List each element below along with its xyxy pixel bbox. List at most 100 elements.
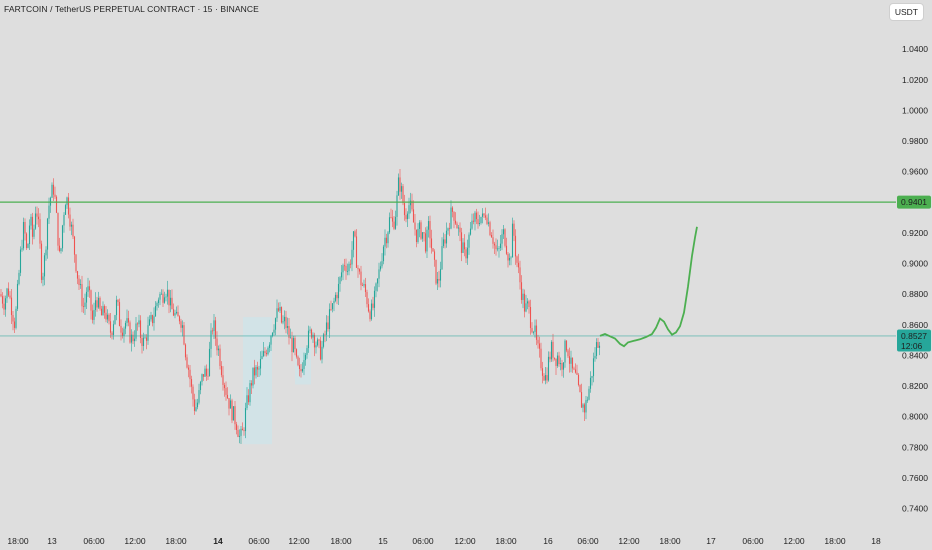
candle-body bbox=[517, 262, 520, 268]
candle-body bbox=[232, 406, 235, 421]
candle-body bbox=[529, 307, 532, 329]
candle-body bbox=[468, 234, 470, 248]
candle-body bbox=[285, 316, 287, 328]
candle-body bbox=[363, 284, 365, 286]
candle-body bbox=[243, 430, 245, 432]
candle-body bbox=[432, 248, 434, 252]
candle-body bbox=[514, 235, 517, 257]
candle-body bbox=[408, 205, 410, 214]
candle-body bbox=[591, 376, 593, 378]
candle-body bbox=[481, 213, 484, 217]
candle-body bbox=[87, 286, 89, 292]
candle-body bbox=[193, 399, 196, 411]
highlight-box bbox=[243, 317, 272, 445]
candle-body bbox=[306, 348, 308, 355]
time-tick-label: 18:00 bbox=[495, 536, 517, 546]
candle-body bbox=[262, 351, 265, 357]
candle-body bbox=[198, 390, 200, 403]
candle-body bbox=[391, 217, 394, 222]
candle-body bbox=[562, 362, 565, 370]
candle-body bbox=[214, 320, 217, 339]
candle-body bbox=[76, 271, 79, 279]
candle-body bbox=[9, 295, 11, 298]
candle-body bbox=[385, 237, 388, 244]
candle-body bbox=[358, 269, 361, 272]
currency-button[interactable]: USDT bbox=[888, 3, 924, 21]
chart-title: FARTCOIN / TetherUS PERPETUAL CONTRACT ·… bbox=[4, 4, 259, 14]
candle-body bbox=[51, 184, 53, 198]
candle-body bbox=[274, 318, 277, 330]
candle-body bbox=[1, 296, 4, 304]
candle-body bbox=[180, 321, 182, 328]
candle-body bbox=[400, 186, 403, 192]
candle-body bbox=[277, 308, 280, 311]
candle-body bbox=[364, 284, 367, 293]
candle-body bbox=[396, 195, 398, 217]
candle-body bbox=[442, 239, 445, 247]
candle-body bbox=[21, 248, 23, 250]
candle-body bbox=[114, 315, 116, 325]
candle-body bbox=[394, 216, 397, 229]
current-price-label: 0.8527 12:06 bbox=[897, 329, 931, 352]
candle-body bbox=[249, 383, 251, 403]
time-tick-label: 18:00 bbox=[165, 536, 187, 546]
candle-body bbox=[300, 368, 302, 372]
candle-body bbox=[67, 197, 70, 215]
price-tick-label: 0.7400 bbox=[902, 504, 928, 514]
candle-body bbox=[171, 297, 173, 310]
candle-body bbox=[454, 220, 457, 224]
candle-body bbox=[183, 325, 185, 345]
candle-body bbox=[522, 293, 524, 300]
time-tick-label: 18 bbox=[871, 536, 881, 546]
candle-body bbox=[124, 322, 127, 329]
candle-body bbox=[112, 324, 115, 335]
candle-body bbox=[336, 294, 338, 299]
candle-body bbox=[75, 254, 77, 272]
candle-body bbox=[259, 358, 262, 369]
candle-body bbox=[207, 375, 209, 377]
candle-body bbox=[367, 304, 370, 312]
candle-body bbox=[282, 321, 284, 323]
candle-body bbox=[228, 398, 230, 409]
candle-body bbox=[250, 383, 253, 386]
candle-body bbox=[78, 278, 80, 286]
price-axis[interactable]: 1.04001.02001.00000.98000.96000.94000.92… bbox=[902, 44, 928, 513]
candle-body bbox=[345, 265, 347, 272]
candle-body bbox=[246, 395, 248, 409]
candle-body bbox=[156, 302, 158, 307]
candle-body bbox=[244, 408, 247, 432]
candle-body bbox=[226, 394, 229, 399]
candle-body bbox=[27, 244, 29, 248]
candle-body bbox=[40, 243, 43, 280]
candle-body bbox=[456, 223, 458, 229]
candle-body bbox=[348, 263, 350, 272]
time-axis[interactable]: 18:00 13 06:00 12:00 18:00 14 06:00 12:00 18:00 1… bbox=[7, 536, 881, 546]
candle-body bbox=[61, 225, 64, 249]
candle-body bbox=[219, 348, 221, 366]
time-tick-label: 12:00 bbox=[288, 536, 310, 546]
time-tick-label: 14 bbox=[213, 536, 223, 546]
candle-body bbox=[433, 251, 436, 260]
candle-body bbox=[352, 231, 355, 250]
candle-body bbox=[393, 221, 395, 229]
candle-body bbox=[541, 368, 544, 376]
candle-body bbox=[307, 330, 310, 349]
candle-body bbox=[340, 272, 343, 278]
candle-body bbox=[532, 331, 535, 333]
candle-body bbox=[583, 404, 586, 413]
candle-body bbox=[360, 271, 362, 286]
candle-body bbox=[43, 255, 46, 277]
candle-body bbox=[139, 320, 142, 338]
candle-body bbox=[378, 269, 380, 279]
candle-body bbox=[427, 221, 430, 230]
candle-body bbox=[436, 278, 439, 284]
candle-body bbox=[586, 399, 589, 401]
time-tick-label: 06:00 bbox=[83, 536, 105, 546]
candle-body bbox=[361, 285, 364, 287]
candle-body bbox=[333, 300, 335, 304]
candle-body bbox=[565, 340, 568, 351]
candle-body bbox=[573, 368, 575, 370]
candle-body bbox=[150, 315, 152, 320]
candle-body bbox=[414, 222, 416, 230]
